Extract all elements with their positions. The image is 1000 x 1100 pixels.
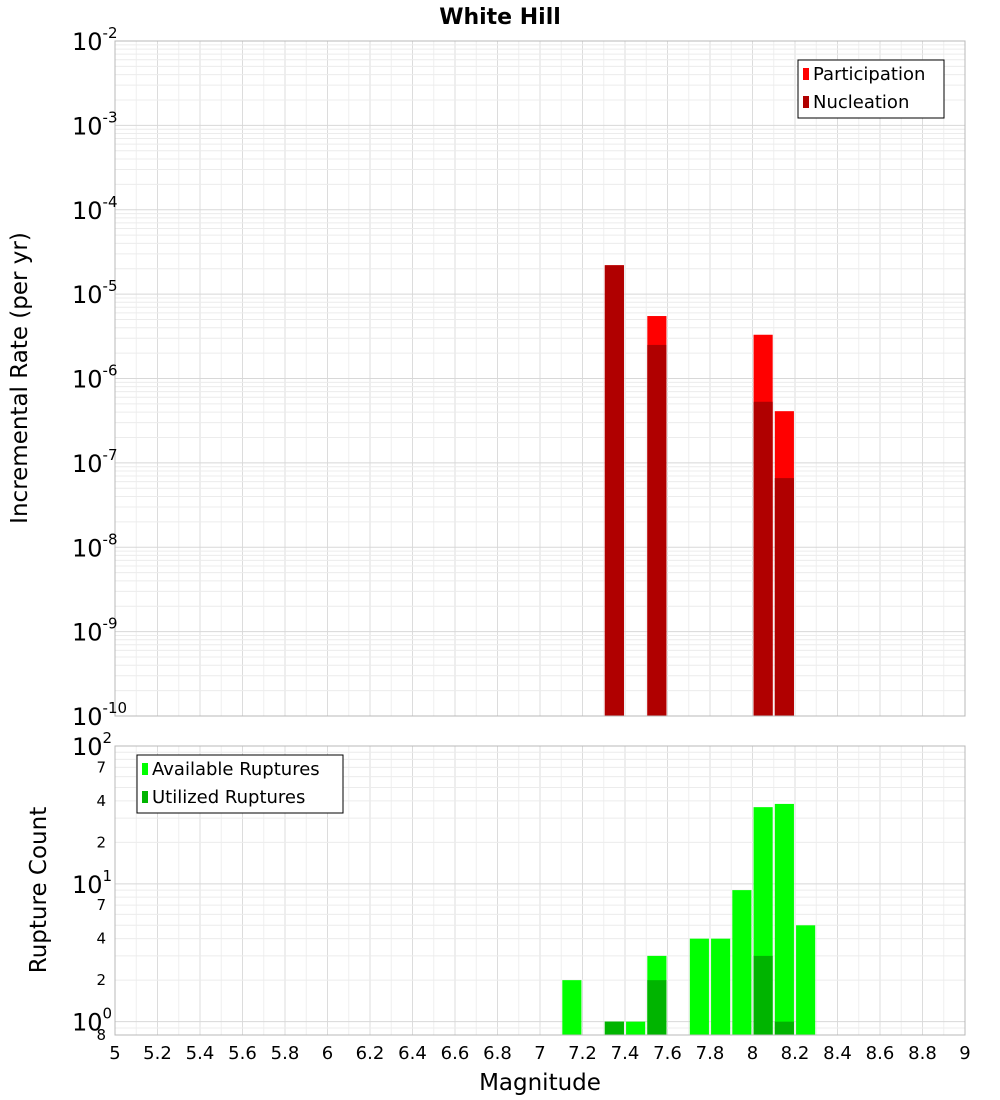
count-y-tick-labels: 102 101 100 xyxy=(72,729,112,1037)
count-plot-frame xyxy=(114,745,966,1036)
x-axis-label: Magnitude xyxy=(479,1070,601,1096)
count-legend-box xyxy=(136,754,344,814)
x-tick-label: 5 xyxy=(109,1043,120,1064)
x-tick-label: 5.4 xyxy=(186,1043,215,1064)
count-bar-available-ruptures xyxy=(711,938,731,1035)
rate-bar-nucleation xyxy=(604,265,624,716)
count-legend-label: Utilized Ruptures xyxy=(152,787,305,808)
count-bar-available-ruptures xyxy=(562,980,582,1035)
count-bar-utilized-ruptures xyxy=(604,1021,624,1035)
count-legend-swatch xyxy=(142,763,148,775)
x-tick-label: 7.6 xyxy=(653,1043,682,1064)
rate-y-tick-label: 10-10 xyxy=(72,699,127,731)
count-bar-available-ruptures xyxy=(732,890,752,1035)
count-bar-available-ruptures xyxy=(689,938,709,1035)
rate-y-tick-label: 10-7 xyxy=(72,446,118,478)
count-y-minor-label: 7 xyxy=(96,758,106,776)
bottom-y-axis-label: Rupture Count xyxy=(26,807,52,973)
x-tick-label: 6.8 xyxy=(483,1043,512,1064)
rate-series-2 xyxy=(604,265,794,716)
count-bar-utilized-ruptures xyxy=(647,980,667,1035)
x-tick-label: 8.2 xyxy=(781,1043,810,1064)
rate-legend-label: Nucleation xyxy=(813,92,909,113)
x-tick-label: 6.4 xyxy=(398,1043,427,1064)
count-legend-swatch xyxy=(142,791,148,803)
x-tick-label: 7 xyxy=(534,1043,545,1064)
x-tick-label: 8.4 xyxy=(823,1043,852,1064)
x-tick-label: 6.2 xyxy=(356,1043,385,1064)
rate-legend-swatch xyxy=(803,68,809,80)
x-tick-label: 8.8 xyxy=(908,1043,937,1064)
count-y-minor-label: 8 xyxy=(96,1026,106,1044)
x-tick-labels: 5 5.2 5.4 5.6 5.8 6 6.2 6.4 6.6 6.8 7 7.2 7.4 7.6 7.8 8… xyxy=(109,1043,970,1064)
rupture-count-plot: 102 101 100 7 4 2 7 4 2 8 Available Ruptures Utiliz… xyxy=(72,729,966,1044)
x-tick-label: 8 xyxy=(747,1043,758,1064)
count-y-minor-label: 4 xyxy=(96,792,106,810)
chart-title: White Hill xyxy=(439,5,561,30)
x-tick-label: 5.6 xyxy=(228,1043,257,1064)
count-y-tick-label: 101 xyxy=(72,867,112,899)
rate-legend: Participation Nucleation xyxy=(797,59,945,119)
x-tick-label: 7.4 xyxy=(611,1043,640,1064)
x-tick-label: 5.2 xyxy=(143,1043,172,1064)
rate-y-tick-label: 10-6 xyxy=(72,362,118,394)
count-bar-utilized-ruptures xyxy=(753,955,773,1035)
rate-y-tick-label: 10-2 xyxy=(72,24,118,56)
rate-legend-label: Participation xyxy=(813,64,925,85)
count-y-minor-labels: 7 4 2 7 4 2 8 xyxy=(96,758,106,1044)
top-y-axis-label: Incremental Rate (per yr) xyxy=(7,232,33,524)
count-bar-utilized-ruptures xyxy=(774,1021,794,1035)
rate-y-tick-label: 10-4 xyxy=(72,193,118,225)
x-tick-label: 8.6 xyxy=(866,1043,895,1064)
count-bar-available-ruptures xyxy=(796,925,816,1035)
rate-bar-nucleation xyxy=(753,401,773,716)
rate-bar-nucleation xyxy=(774,478,794,716)
count-series-2 xyxy=(604,955,794,1035)
rate-plot-frame xyxy=(114,40,966,717)
rate-y-tick-label: 10-9 xyxy=(72,615,118,647)
count-y-tick-label: 102 xyxy=(72,729,112,761)
x-tick-label: 5.8 xyxy=(271,1043,300,1064)
count-y-minor-label: 2 xyxy=(96,971,106,989)
count-y-minor-label: 7 xyxy=(96,896,106,914)
rate-y-tick-label: 10-8 xyxy=(72,530,118,562)
rate-legend-box xyxy=(797,59,945,119)
rate-y-tick-label: 10-5 xyxy=(72,277,118,309)
x-tick-label: 6.6 xyxy=(441,1043,470,1064)
rate-grid xyxy=(114,40,966,717)
count-y-minor-label: 4 xyxy=(96,930,106,948)
count-y-tick-label: 100 xyxy=(72,1005,112,1037)
x-tick-label: 6 xyxy=(322,1043,333,1064)
x-tick-label: 9 xyxy=(959,1043,970,1064)
count-bar-available-ruptures xyxy=(626,1021,646,1035)
count-legend-label: Available Ruptures xyxy=(152,759,320,780)
count-legend: Available Ruptures Utilized Ruptures xyxy=(136,754,344,814)
rate-legend-swatch xyxy=(803,96,809,108)
x-tick-label: 7.2 xyxy=(568,1043,597,1064)
count-y-minor-label: 2 xyxy=(96,833,106,851)
incremental-rate-plot: 10-2 10-3 10-4 10-5 10-6 10-7 10-8 10-9 10-10 Par… xyxy=(72,24,966,731)
rate-bar-nucleation xyxy=(647,344,667,716)
rate-y-tick-labels: 10-2 10-3 10-4 10-5 10-6 10-7 10-8 10-9 10-10 xyxy=(72,24,127,731)
count-bar-available-ruptures xyxy=(774,803,794,1035)
x-tick-label: 7.8 xyxy=(696,1043,725,1064)
rate-y-tick-label: 10-3 xyxy=(72,108,118,140)
